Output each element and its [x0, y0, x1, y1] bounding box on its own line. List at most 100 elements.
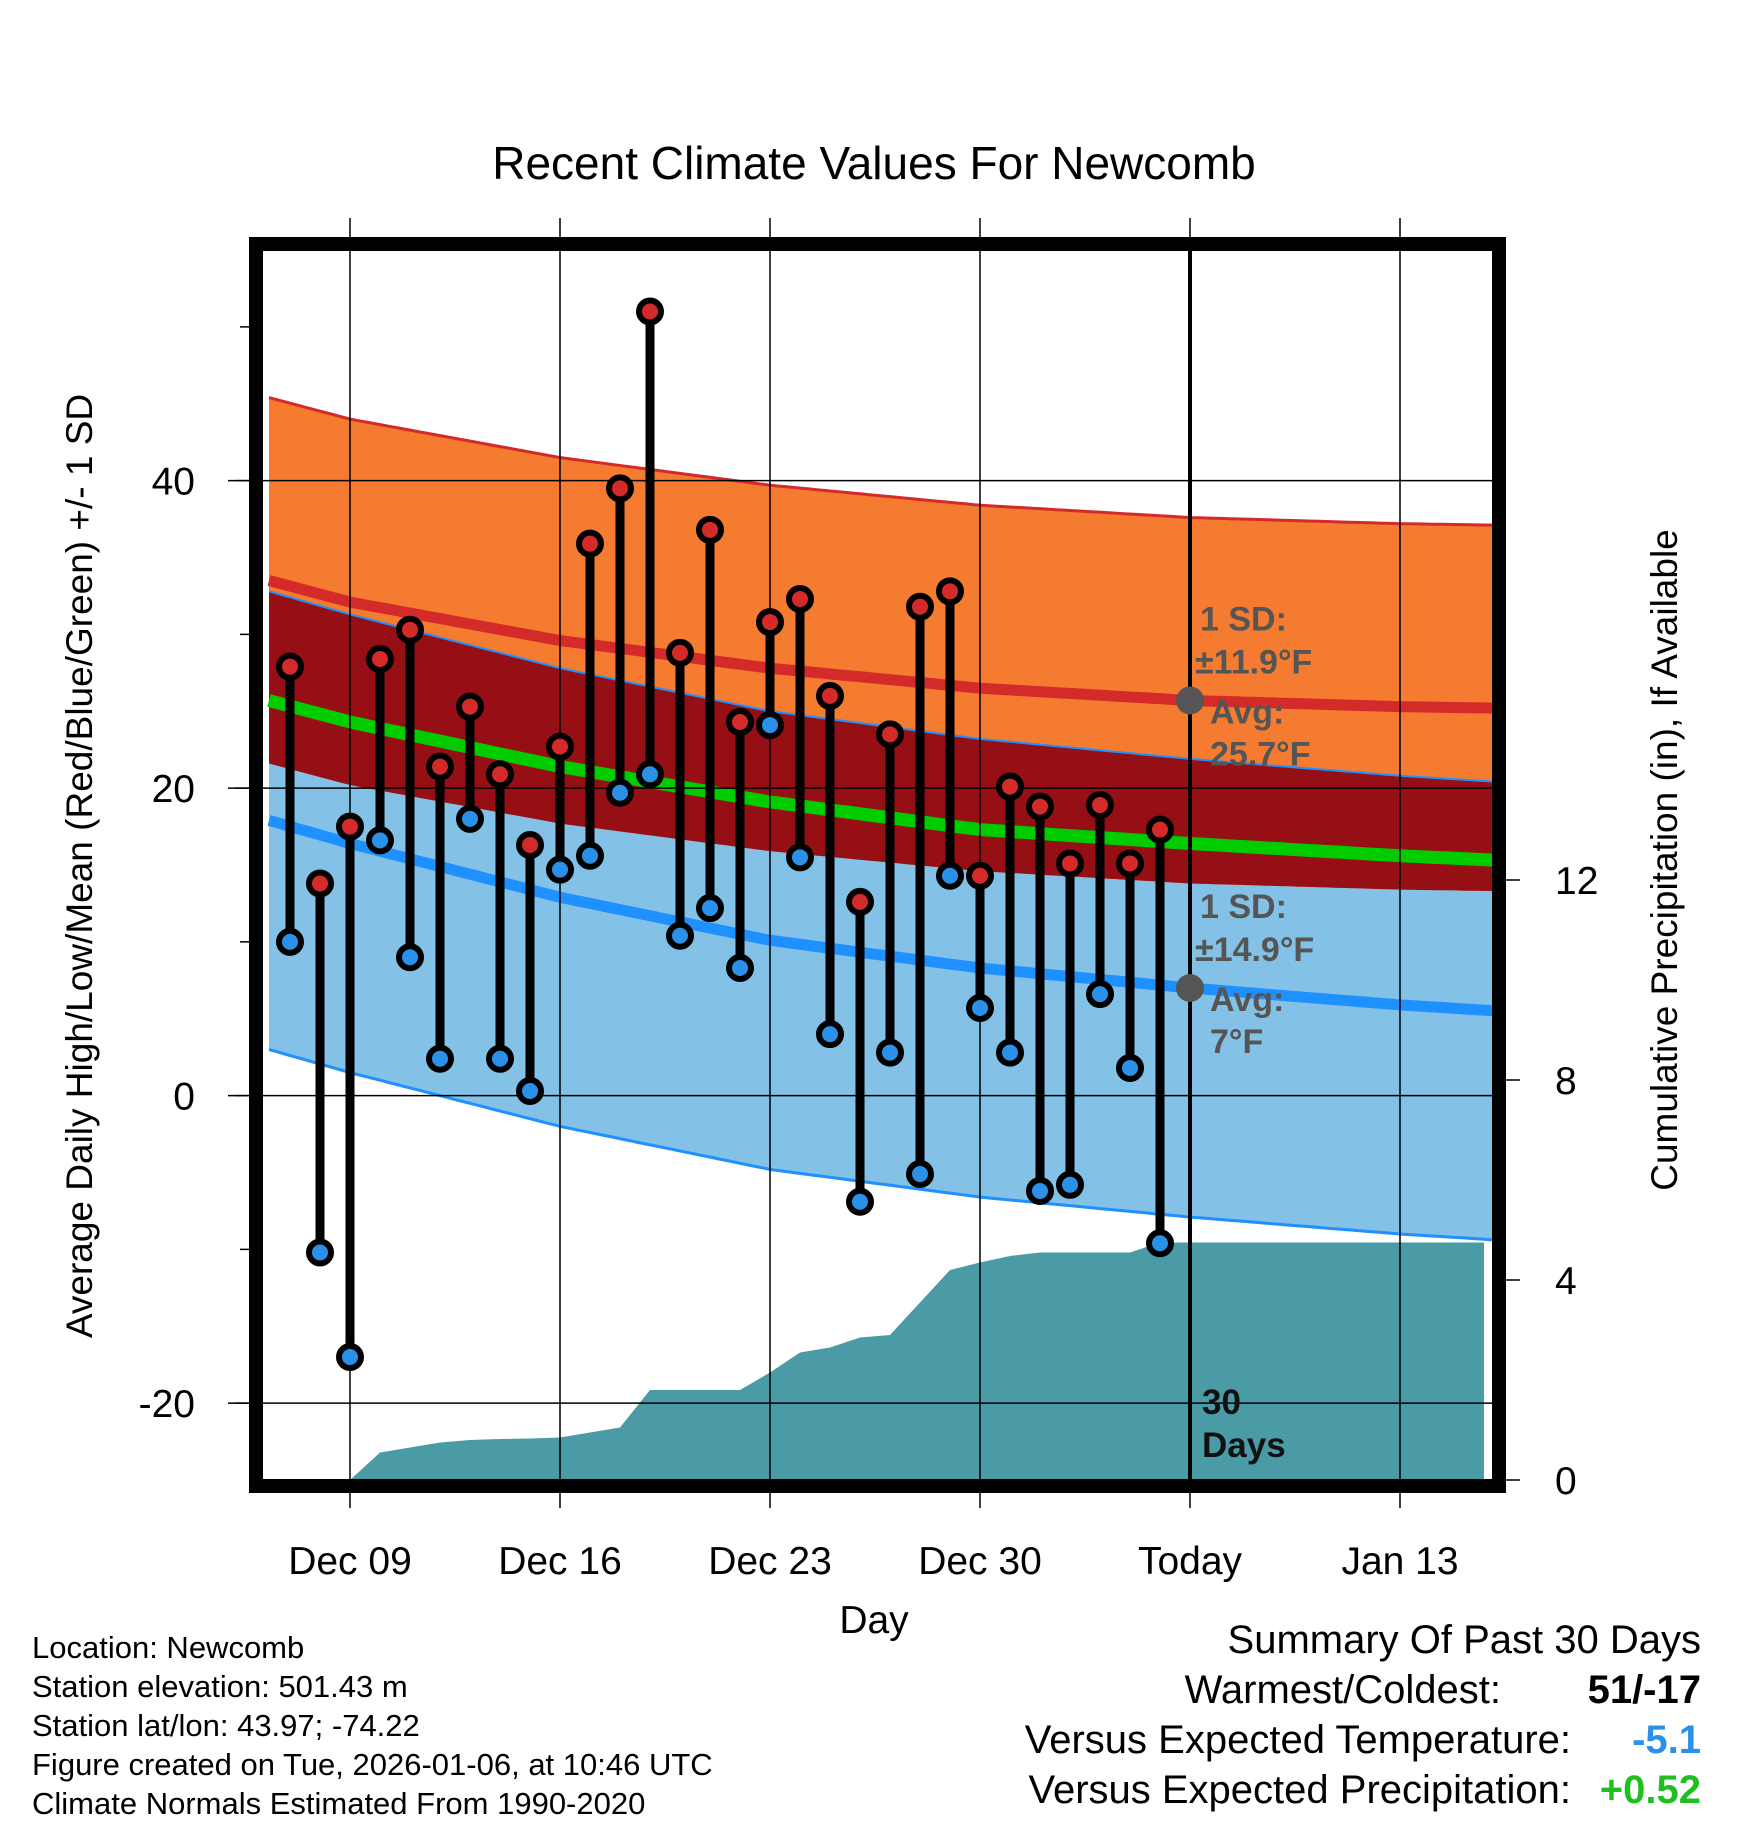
high-avg-marker	[1176, 686, 1204, 715]
latlon-text: Station lat/lon: 43.97; -74.22	[32, 1708, 420, 1743]
daily-high-point	[336, 812, 364, 841]
daily-high-point	[756, 608, 784, 637]
daily-high-point	[1116, 849, 1144, 878]
normal-annotations: 1 SD: ±11.9°F Avg: 25.7°F 1 SD: ±14.9°F Avg: 7°…	[1176, 600, 1314, 1061]
daily-low-point	[276, 927, 304, 956]
y2-tick-label: 0	[1555, 1460, 1577, 1503]
high-upper-edge	[268, 396, 1500, 527]
daily-low-point	[306, 1238, 334, 1267]
daily-low-point	[666, 921, 694, 950]
daily-low-point	[426, 1044, 454, 1073]
x-tick-label: Dec 23	[708, 1540, 832, 1583]
daily-low-point	[366, 826, 394, 855]
y-tick-label: 0	[173, 1076, 195, 1119]
high-sd-label: 1 SD:	[1200, 600, 1287, 638]
precip-fill	[350, 1242, 1484, 1480]
low-avg-value: 7°F	[1210, 1023, 1263, 1061]
daily-low-point	[816, 1020, 844, 1049]
daily-high-point	[516, 831, 544, 860]
daily-low-point	[966, 993, 994, 1022]
daily-high-point	[606, 474, 634, 503]
daily-high-point	[906, 592, 934, 621]
normal-high-line	[267, 575, 1500, 714]
warmest-coldest-value: 51/-17	[1587, 1668, 1701, 1712]
daily-low-point	[486, 1044, 514, 1073]
chart-title: Recent Climate Values For Newcomb	[492, 137, 1256, 189]
daily-low-point	[936, 861, 964, 890]
daily-low-point	[906, 1160, 934, 1189]
today-days-label: Days	[1202, 1426, 1286, 1465]
daily-high-point	[936, 577, 964, 606]
daily-low-point	[546, 855, 574, 884]
daily-high-point	[696, 515, 724, 544]
daily-low-point	[876, 1038, 904, 1067]
y-tick-label: -20	[139, 1383, 195, 1426]
elevation-text: Station elevation: 501.43 m	[32, 1669, 408, 1704]
high-sd-value: ±11.9°F	[1195, 643, 1312, 681]
created-text: Figure created on Tue, 2026-01-06, at 10…	[32, 1747, 713, 1782]
daily-low-point	[696, 894, 724, 923]
daily-low-point	[1116, 1053, 1144, 1082]
low-sd-value: ±14.9°F	[1195, 931, 1314, 969]
daily-high-point	[576, 529, 604, 558]
y2-tick-label: 8	[1555, 1060, 1577, 1103]
temp-departure-label: Versus Expected Temperature:	[1024, 1718, 1571, 1762]
today-days-count: 30	[1202, 1383, 1241, 1422]
daily-high-point	[276, 652, 304, 681]
normals-source-text: Climate Normals Estimated From 1990-2020	[32, 1786, 646, 1821]
daily-low-point	[1086, 980, 1114, 1009]
y2-tick-label: 12	[1555, 860, 1598, 903]
precip-departure-value: +0.52	[1599, 1768, 1701, 1812]
daily-high-point	[1086, 791, 1114, 820]
summary-title: Summary Of Past 30 Days	[1227, 1618, 1701, 1662]
daily-observations	[276, 297, 1174, 1371]
normal-low-line	[267, 815, 1500, 1017]
daily-high-point	[396, 615, 424, 644]
daily-low-point	[786, 843, 814, 872]
daily-low-point	[576, 841, 604, 870]
x-tick-label: Dec 30	[918, 1540, 1042, 1583]
daily-low-point	[456, 804, 484, 833]
daily-low-point	[846, 1187, 874, 1216]
low-avg-marker	[1176, 974, 1204, 1002]
daily-high-point	[966, 861, 994, 890]
y-tick-label: 40	[152, 461, 195, 504]
x-tick-label: Dec 09	[288, 1540, 412, 1583]
y-tick-label: 20	[152, 768, 195, 811]
temp-departure-value: -5.1	[1632, 1718, 1701, 1762]
daily-high-point	[366, 644, 394, 673]
daily-high-point	[546, 732, 574, 761]
daily-high-point	[786, 585, 814, 614]
daily-low-point	[726, 954, 754, 983]
high-avg-label: Avg:	[1210, 693, 1284, 731]
high-avg-value: 25.7°F	[1210, 735, 1311, 773]
location-text: Location: Newcomb	[32, 1630, 305, 1665]
x-tick-label: Today	[1138, 1540, 1243, 1583]
daily-low-point	[996, 1038, 1024, 1067]
daily-low-point	[1146, 1229, 1174, 1258]
daily-low-point	[336, 1343, 364, 1371]
axes: -20 0 20 40 0 4 8 12 Dec 09 Dec 16 Dec 23 Dec 30 Tod…	[139, 326, 1598, 1583]
low-lower-edge	[268, 1048, 1500, 1242]
x-axis-label: Day	[839, 1599, 909, 1642]
precip-departure-label: Versus Expected Precipitation:	[1028, 1768, 1571, 1812]
today-marker: 30 Days	[1188, 250, 1286, 1480]
daily-low-point	[756, 711, 784, 740]
station-info: Location: Newcomb Station elevation: 501…	[32, 1628, 713, 1823]
normal-bands	[267, 396, 1500, 1242]
daily-high-point	[1056, 849, 1084, 878]
daily-high-point	[486, 760, 514, 789]
low-avg-label: Avg:	[1210, 981, 1284, 1019]
daily-low-point	[1026, 1176, 1054, 1205]
x-tick-label: Jan 13	[1341, 1540, 1458, 1583]
daily-low-point	[606, 778, 634, 807]
daily-low-point	[396, 943, 424, 972]
daily-high-point	[996, 772, 1024, 801]
warmest-coldest-label: Warmest/Coldest:	[1184, 1668, 1501, 1712]
daily-high-point	[456, 692, 484, 721]
daily-high-point	[306, 869, 334, 898]
daily-high-point	[726, 708, 754, 737]
plot-border	[249, 237, 1506, 1493]
daily-low-point	[516, 1077, 544, 1106]
